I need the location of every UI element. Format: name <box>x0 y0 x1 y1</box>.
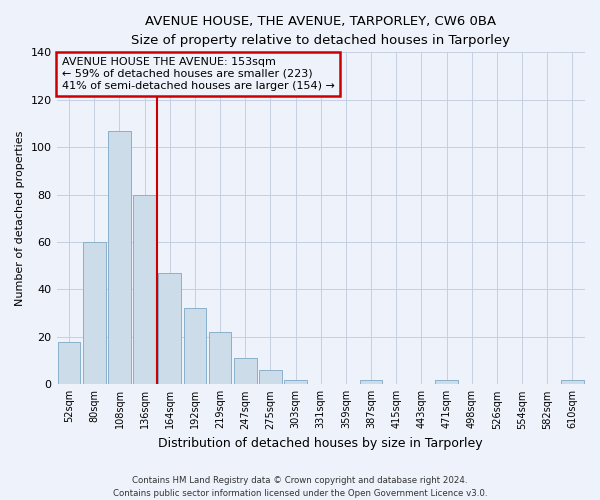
Bar <box>435 380 458 384</box>
Bar <box>158 273 181 384</box>
Bar <box>133 194 156 384</box>
Bar <box>259 370 282 384</box>
X-axis label: Distribution of detached houses by size in Tarporley: Distribution of detached houses by size … <box>158 437 483 450</box>
Bar <box>284 380 307 384</box>
Bar <box>58 342 80 384</box>
Bar <box>209 332 232 384</box>
Bar <box>360 380 382 384</box>
Text: Contains HM Land Registry data © Crown copyright and database right 2024.
Contai: Contains HM Land Registry data © Crown c… <box>113 476 487 498</box>
Text: AVENUE HOUSE THE AVENUE: 153sqm
← 59% of detached houses are smaller (223)
41% o: AVENUE HOUSE THE AVENUE: 153sqm ← 59% of… <box>62 58 335 90</box>
Bar <box>561 380 584 384</box>
Bar <box>234 358 257 384</box>
Title: AVENUE HOUSE, THE AVENUE, TARPORLEY, CW6 0BA
Size of property relative to detach: AVENUE HOUSE, THE AVENUE, TARPORLEY, CW6… <box>131 15 510 47</box>
Y-axis label: Number of detached properties: Number of detached properties <box>15 130 25 306</box>
Bar <box>184 308 206 384</box>
Bar <box>108 130 131 384</box>
Bar <box>83 242 106 384</box>
